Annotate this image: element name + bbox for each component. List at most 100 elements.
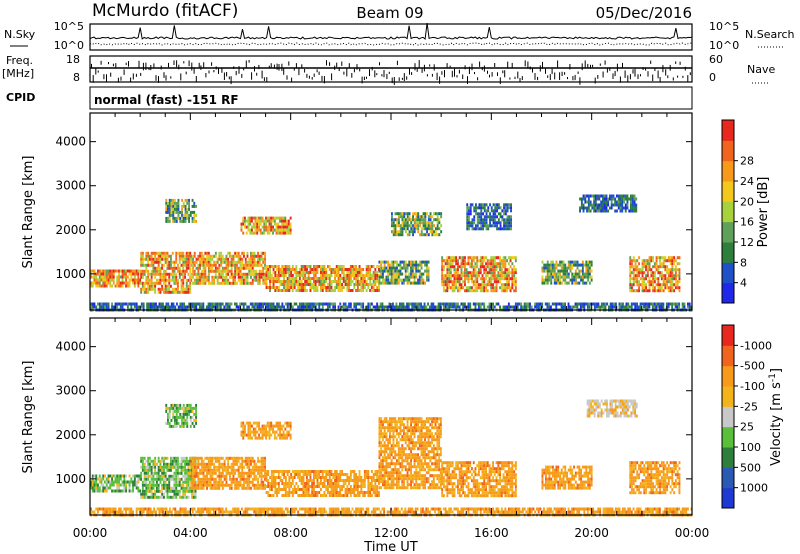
- data-cell: [154, 489, 157, 493]
- data-cell: [328, 265, 331, 268]
- data-cell: [173, 456, 176, 460]
- data-cell: [389, 269, 391, 273]
- data-cell: [200, 456, 203, 460]
- data-cell: [199, 275, 201, 279]
- data-cell: [145, 483, 148, 487]
- data-cell: [499, 265, 501, 269]
- data-cell: [276, 286, 278, 289]
- data-cell: [664, 277, 667, 281]
- data-cell: [390, 275, 393, 279]
- data-cell: [415, 263, 418, 267]
- data-cell: [636, 274, 639, 278]
- data-cell: [148, 257, 151, 261]
- data-cell: [311, 268, 314, 271]
- data-cell: [451, 283, 454, 287]
- data-cell: [417, 263, 419, 267]
- data-cell: [193, 480, 196, 484]
- data-cell: [571, 260, 574, 264]
- data-cell: [609, 194, 611, 198]
- data-cell: [118, 483, 120, 487]
- data-cell: [410, 260, 412, 264]
- data-cell: [265, 222, 267, 226]
- data-cell: [191, 198, 194, 202]
- data-cell: [669, 259, 672, 263]
- data-cell: [227, 278, 230, 282]
- data-cell: [492, 274, 494, 278]
- data-cell: [478, 283, 480, 287]
- data-cell: [184, 480, 186, 484]
- data-cell: [415, 212, 418, 216]
- data-cell: [190, 486, 193, 490]
- data-cell: [104, 275, 106, 279]
- data-cell: [474, 262, 477, 266]
- data-cell: [342, 268, 345, 271]
- data-cell: [587, 263, 590, 267]
- data-cell: [100, 489, 103, 493]
- data-cell: [152, 486, 155, 490]
- data-cell: [234, 266, 237, 270]
- data-cell: [446, 265, 449, 269]
- data-cell: [346, 280, 349, 283]
- cpid-frame: [89, 86, 693, 110]
- data-cell: [177, 269, 179, 273]
- data-cell: [400, 305, 403, 309]
- data-cell: [643, 277, 646, 281]
- data-cell: [662, 256, 665, 260]
- data-cell: [104, 284, 106, 288]
- data-cell: [265, 271, 268, 274]
- data-cell: [318, 277, 321, 280]
- data-cell: [182, 483, 185, 487]
- data-cell: [313, 268, 315, 271]
- data-cell: [453, 274, 456, 278]
- data-cell: [490, 277, 493, 281]
- data-cell: [328, 268, 331, 271]
- data-cell: [182, 216, 185, 220]
- data-cell: [97, 269, 99, 273]
- data-cell: [262, 251, 265, 255]
- data-cell: [339, 286, 342, 289]
- freq-mark: [180, 73, 182, 81]
- freq-mark: [283, 68, 285, 75]
- data-cell: [559, 278, 561, 282]
- data-cell: [197, 465, 200, 469]
- data-cell: [678, 286, 681, 290]
- data-cell: [150, 465, 153, 469]
- data-cell: [164, 483, 167, 487]
- data-cell: [602, 194, 604, 198]
- data-cell: [586, 200, 588, 204]
- data-cell: [126, 302, 129, 306]
- data-cell: [156, 281, 158, 285]
- data-cell: [478, 271, 480, 275]
- data-cell: [348, 271, 350, 274]
- data-cell: [184, 468, 186, 472]
- data-cell: [209, 483, 212, 487]
- data-cell: [216, 260, 219, 264]
- data-cell: [93, 281, 96, 285]
- data-cell: [172, 213, 175, 217]
- data-cell: [275, 228, 278, 232]
- data-cell: [486, 289, 489, 293]
- data-cell: [467, 277, 470, 281]
- data-cell: [221, 302, 224, 306]
- data-cell: [332, 271, 335, 274]
- data-cell: [182, 278, 185, 282]
- data-cell: [243, 254, 245, 258]
- data-cell: [166, 477, 169, 481]
- data-cell: [507, 268, 510, 272]
- data-cell: [481, 289, 484, 293]
- data-cell: [214, 468, 217, 472]
- data-cell: [471, 262, 473, 266]
- data-cell: [98, 305, 101, 309]
- data-cell: [666, 286, 669, 290]
- freq-mark: [491, 72, 493, 77]
- data-cell: [123, 483, 126, 487]
- data-cell: [474, 289, 477, 293]
- data-cell: [109, 483, 112, 487]
- data-cell: [218, 275, 221, 279]
- data-cell: [619, 194, 622, 198]
- data-cell: [244, 216, 246, 220]
- data-cell: [476, 259, 479, 263]
- data-cell: [497, 221, 500, 225]
- data-cell: [298, 271, 301, 274]
- data-cell: [155, 302, 157, 306]
